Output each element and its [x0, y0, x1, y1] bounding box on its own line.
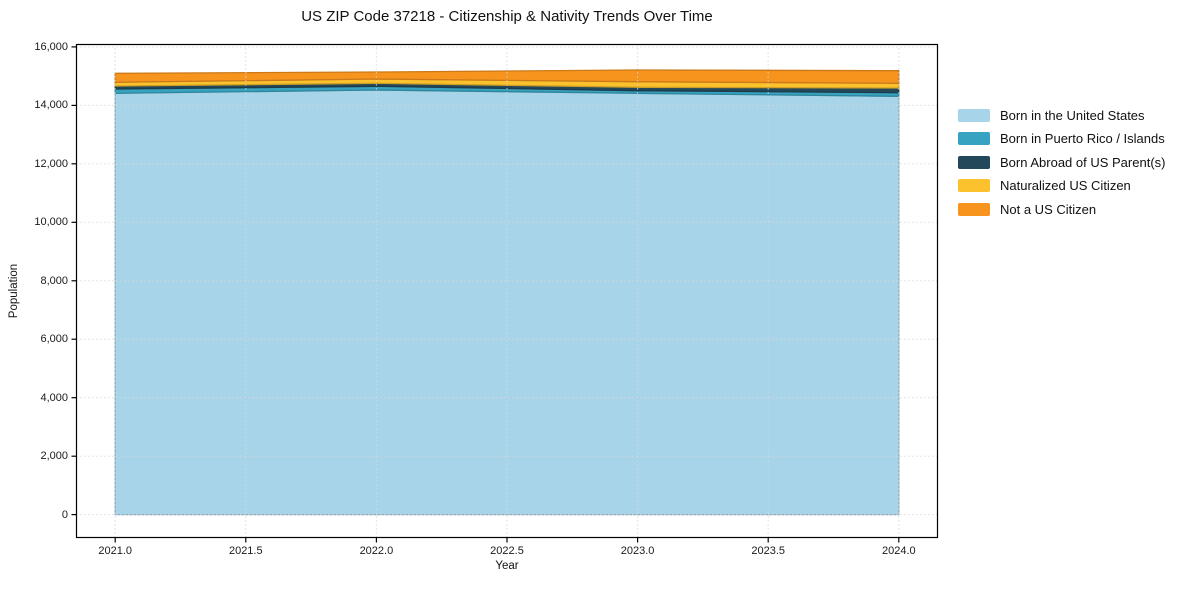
legend-swatch-naturalized-us-citizen [958, 179, 990, 193]
plot-border [75, 43, 939, 539]
legend-label: Not a US Citizen [1000, 201, 1097, 217]
y-tick-label-6000: 6,000 [40, 333, 68, 346]
y-axis-label-text: Population [8, 263, 20, 319]
x-tick-label-2022.0: 2022.0 [359, 545, 394, 557]
chart-title: US ZIP Code 37218 - Citizenship & Nativi… [301, 8, 713, 25]
legend-swatch-not-a-us-citizen [958, 202, 990, 216]
area-band-born-in-the-united-states [114, 89, 900, 516]
legend-label: Naturalized US Citizen [1000, 178, 1131, 194]
y-tick-label-4000: 4,000 [40, 391, 68, 404]
x-tick-label-2024.0: 2024.0 [881, 545, 916, 557]
legend-label: Born in Puerto Rico / Islands [1000, 131, 1165, 147]
y-tick-label-16000: 16,000 [34, 40, 68, 53]
x-tick-label-2021.0: 2021.0 [98, 545, 132, 557]
x-tick-label-2022.5: 2022.5 [490, 545, 524, 557]
x-tick-label-2021.5: 2021.5 [228, 545, 263, 557]
y-tick-label-12000: 12,000 [34, 157, 68, 170]
legend-swatch-born-in-the-united-states [958, 109, 990, 122]
x-tick-label-2023.5: 2023.5 [751, 545, 786, 557]
y-tick-label-10000: 10,000 [34, 216, 68, 229]
legend-label: Born in the United States [1000, 108, 1145, 123]
y-tick-label-0: 0 [61, 508, 68, 521]
y-tick-label-2000: 2,000 [40, 450, 68, 463]
y-tick-label-8000: 8,000 [40, 274, 68, 287]
x-axis-label: Year [495, 560, 519, 572]
legend-swatch-born-abroad-of-us-parent-s [958, 155, 990, 169]
legend-label: Born Abroad of US Parent(s) [1000, 154, 1166, 170]
x-tick-label-2023.0: 2023.0 [620, 545, 655, 557]
legend-swatch-born-in-puerto-rico-islands [958, 132, 990, 146]
y-tick-label-14000: 14,000 [34, 99, 68, 112]
